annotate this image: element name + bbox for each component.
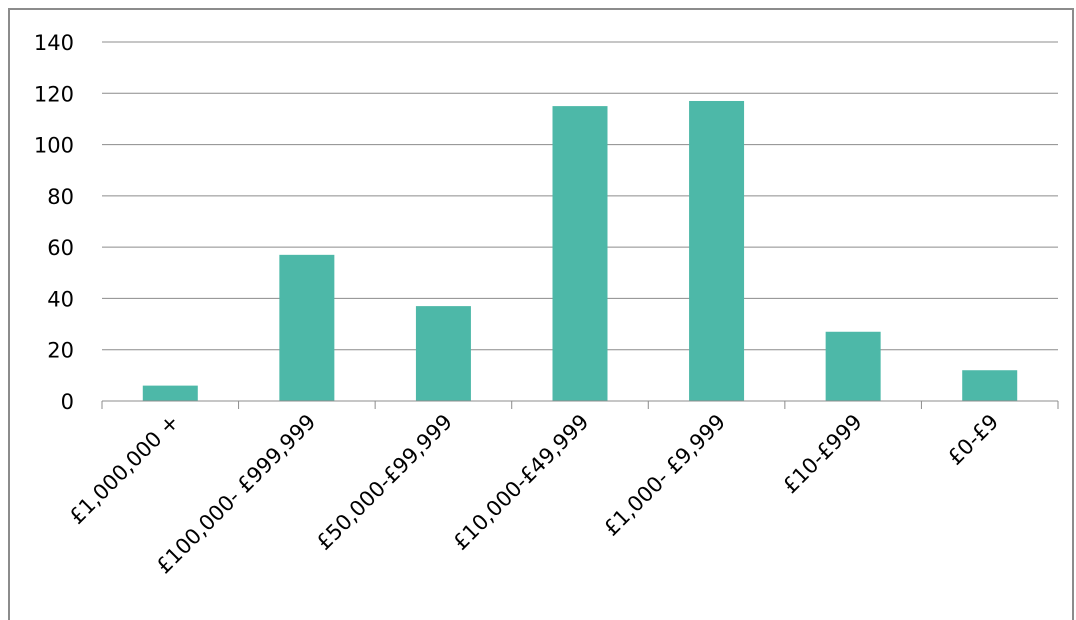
y-tick-label-120: 120 bbox=[34, 82, 74, 106]
bars bbox=[142, 100, 1018, 401]
y-tick-label-140: 140 bbox=[34, 31, 74, 55]
x-axis bbox=[101, 400, 1059, 409]
y-tick-label-100: 100 bbox=[34, 134, 74, 158]
x-tick-label-0: £1,000,000 + bbox=[65, 410, 184, 529]
bar-3 bbox=[552, 106, 608, 401]
bar-2 bbox=[415, 306, 471, 401]
bar-0 bbox=[142, 385, 198, 401]
bar-6 bbox=[962, 370, 1018, 401]
y-axis-tick-labels: 0 20 40 60 80 100 120 140 bbox=[34, 31, 74, 414]
x-tick-label-5: £10-£999 bbox=[778, 410, 866, 498]
bar-1 bbox=[279, 254, 335, 401]
y-tick-label-40: 40 bbox=[47, 287, 74, 311]
x-tick-label-6: £0-£9 bbox=[943, 410, 1003, 470]
x-tick-label-1: £100,000- £999,999 bbox=[152, 410, 321, 579]
x-tick-label-4: £1,000- £9,999 bbox=[599, 410, 730, 541]
y-tick-label-80: 80 bbox=[47, 185, 74, 209]
x-tick-label-2: £50,000-£99,999 bbox=[312, 410, 457, 555]
y-tick-label-20: 20 bbox=[47, 339, 74, 363]
x-tick-label-3: £10,000-£49,999 bbox=[448, 410, 593, 555]
bar-4 bbox=[689, 100, 745, 401]
bar-5 bbox=[825, 331, 881, 401]
y-tick-label-60: 60 bbox=[47, 236, 74, 260]
y-tick-label-0: 0 bbox=[61, 390, 74, 414]
x-axis-tick-labels: £1,000,000 +£100,000- £999,999£50,000-£9… bbox=[65, 410, 1004, 579]
chart-frame bbox=[8, 8, 1074, 620]
